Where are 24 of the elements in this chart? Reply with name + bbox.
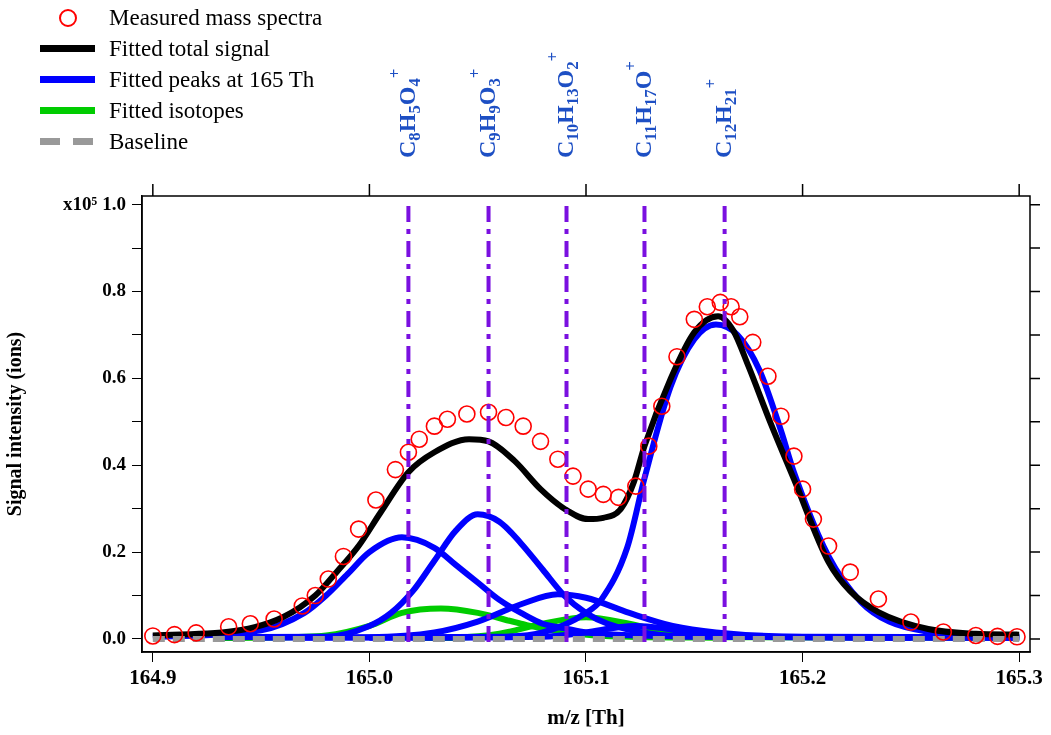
- ref-line-label: C11H17O+: [620, 61, 661, 158]
- ref-line-label: C9H9O3+: [464, 68, 505, 158]
- y-axis-title: Signal intensity (ions): [3, 331, 27, 517]
- ref-line-label: C10H13O2+: [542, 51, 583, 158]
- y-tick-label: 0.6: [102, 366, 126, 388]
- legend-label: Fitted isotopes: [109, 97, 244, 124]
- x-tick-label: 165.3: [995, 665, 1043, 690]
- x-tick-label: 165.1: [562, 665, 610, 690]
- y-tick-label: 0.2: [102, 540, 126, 562]
- legend-label: Fitted peaks at 165 Th: [109, 66, 315, 93]
- text: x10⁵: [63, 192, 98, 214]
- y-tick-label: 0.0: [102, 626, 126, 648]
- legend-label: Measured mass spectra: [109, 4, 323, 31]
- y-tick-label: 0.8: [102, 279, 126, 301]
- x-tick-label: 165.2: [778, 665, 827, 690]
- x-tick-label: 165.0: [345, 665, 394, 690]
- x-axis-title: m/z [Th]: [547, 704, 625, 729]
- y-tick-label: 0.4: [102, 453, 127, 475]
- ref-line-label: C8H5O4+: [384, 68, 424, 158]
- ref-line-label: C12H21+: [700, 78, 741, 158]
- legend-label: Fitted total signal: [109, 35, 270, 62]
- x-tick-label: 164.9: [129, 665, 177, 690]
- legend-label: Baseline: [109, 128, 189, 155]
- y-tick-label: 1.0: [102, 192, 126, 214]
